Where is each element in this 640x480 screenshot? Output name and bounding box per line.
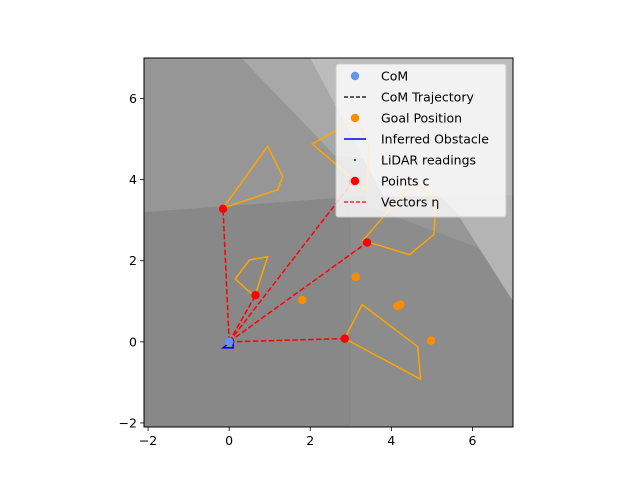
y-axis-ticks: −2 0 2 4 6: [119, 91, 144, 430]
legend-marker-2: [350, 113, 360, 123]
obstacle-polygon-1: [234, 255, 269, 298]
legend-marker-4: [354, 159, 356, 161]
legend-marker-5: [350, 176, 360, 186]
x-axis-ticks: −2 0 2 4 6: [139, 427, 476, 448]
legend-marker-0: [350, 71, 360, 81]
point-c-2: [362, 238, 372, 247]
y-tick-label: 6: [129, 91, 137, 106]
obstacle-polygon-0: [221, 144, 284, 210]
goal-point-0: [297, 295, 307, 305]
vector-eta-4: [228, 181, 354, 343]
goal-point-4: [426, 336, 436, 345]
background-region-1: [144, 195, 368, 427]
legend-box: [335, 63, 507, 218]
plot-frame: [143, 57, 514, 428]
vector-eta-0: [222, 208, 230, 342]
background-region-2: [350, 199, 513, 427]
legend-label-1: CoM Trajectory: [381, 90, 474, 105]
vector-eta-1: [228, 294, 257, 343]
com-point: [224, 337, 234, 347]
legend-label-4: LiDAR readings: [381, 153, 476, 168]
goal-point-3: [396, 300, 405, 309]
x-tick-label: −2: [139, 433, 157, 448]
legend-label-0: CoM: [381, 69, 408, 84]
obstacle-polygon-4: [343, 303, 422, 381]
goal-point-1: [351, 272, 360, 282]
point-c-0: [218, 204, 228, 214]
legend-label-5: Points c: [381, 174, 430, 189]
x-tick-label: 2: [306, 433, 314, 448]
y-tick-label: 2: [129, 253, 137, 268]
y-tick-label: −2: [119, 415, 137, 430]
vector-eta-2: [228, 241, 368, 343]
y-tick-label: 0: [129, 334, 137, 349]
legend-label-2: Goal Position: [381, 111, 462, 126]
x-tick-label: 0: [225, 433, 233, 448]
point-c-3: [340, 334, 349, 343]
point-c-1: [251, 291, 260, 300]
vector-eta-3: [229, 337, 345, 343]
y-tick-label: 4: [129, 172, 137, 187]
x-tick-label: 6: [468, 433, 476, 448]
vectors-eta: [222, 181, 368, 343]
legend: CoM CoM Trajectory Goal Position Inferred O…: [335, 63, 507, 218]
x-tick-label: 4: [387, 433, 395, 448]
background-region-5: [440, 195, 513, 302]
legend-label-3: Inferred Obstacle: [381, 132, 489, 147]
legend-label-6: Vectors η: [381, 195, 439, 210]
